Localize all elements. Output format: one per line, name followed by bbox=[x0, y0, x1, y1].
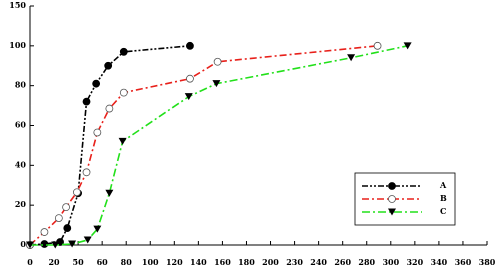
data-point bbox=[40, 240, 49, 248]
data-point bbox=[82, 97, 91, 106]
data-point bbox=[51, 241, 60, 249]
x-tick-label: 380 bbox=[479, 257, 496, 267]
x-tick-label: 120 bbox=[166, 257, 183, 267]
x-tick-label: 280 bbox=[358, 257, 375, 267]
x-tick-label: 50 bbox=[73, 257, 85, 267]
data-point bbox=[186, 41, 194, 50]
x-tick-label: 20 bbox=[48, 257, 60, 267]
legend-label: C bbox=[440, 206, 446, 216]
y-tick-label: 80 bbox=[15, 80, 27, 90]
x-tick-label: 60 bbox=[97, 257, 109, 267]
y-tick-label: 20 bbox=[15, 199, 27, 209]
x-tick-label: 0 bbox=[27, 257, 33, 267]
x-tick-label: 360 bbox=[455, 257, 472, 267]
data-point bbox=[347, 54, 356, 62]
data-point bbox=[63, 224, 72, 232]
x-tick-label: 100 bbox=[142, 257, 159, 267]
data-point bbox=[184, 93, 193, 101]
x-tick-label: 320 bbox=[406, 257, 423, 267]
series-line bbox=[29, 45, 191, 246]
legend-marker bbox=[388, 208, 396, 216]
legend-label: A bbox=[439, 180, 447, 190]
data-point bbox=[104, 61, 113, 70]
data-point bbox=[105, 104, 114, 113]
data-point bbox=[119, 47, 128, 56]
y-tick-label: 0 bbox=[20, 239, 26, 249]
x-tick-label: 260 bbox=[334, 257, 351, 267]
x-tick-label: 240 bbox=[310, 257, 327, 267]
legend-label: B bbox=[440, 193, 447, 203]
x-tick-label: 80 bbox=[121, 257, 133, 267]
data-point bbox=[93, 225, 102, 233]
data-point bbox=[105, 189, 114, 197]
y-tick-label: 150 bbox=[9, 0, 26, 10]
data-point bbox=[212, 80, 221, 88]
y-tick-label: 100 bbox=[9, 40, 26, 50]
data-point bbox=[68, 240, 77, 248]
data-point bbox=[82, 168, 91, 177]
legend-marker bbox=[388, 195, 396, 203]
x-tick-label: 140 bbox=[190, 257, 207, 267]
legend-box bbox=[354, 172, 456, 226]
data-point bbox=[186, 74, 194, 83]
x-tick-label: 230 bbox=[286, 257, 303, 267]
data-point bbox=[54, 214, 63, 223]
data-point bbox=[119, 88, 128, 97]
data-point bbox=[26, 241, 34, 249]
data-point bbox=[92, 79, 101, 88]
series-line bbox=[30, 45, 408, 246]
x-tick-label: 340 bbox=[431, 257, 448, 267]
data-point bbox=[73, 188, 81, 197]
data-point bbox=[373, 41, 382, 50]
data-point bbox=[118, 137, 127, 145]
legend-marker bbox=[388, 182, 396, 190]
x-tick-label: 180 bbox=[238, 257, 255, 267]
data-point bbox=[93, 128, 102, 137]
x-tick-label: 200 bbox=[262, 257, 279, 267]
data-point bbox=[213, 57, 222, 66]
data-point bbox=[83, 236, 92, 244]
x-tick-label: 160 bbox=[214, 257, 231, 267]
data-point bbox=[62, 203, 70, 212]
x-tick-label: 300 bbox=[382, 257, 399, 267]
data-point bbox=[40, 228, 49, 236]
y-tick-label: 40 bbox=[15, 159, 27, 169]
data-point bbox=[403, 42, 412, 50]
y-tick-label: 60 bbox=[15, 120, 27, 130]
